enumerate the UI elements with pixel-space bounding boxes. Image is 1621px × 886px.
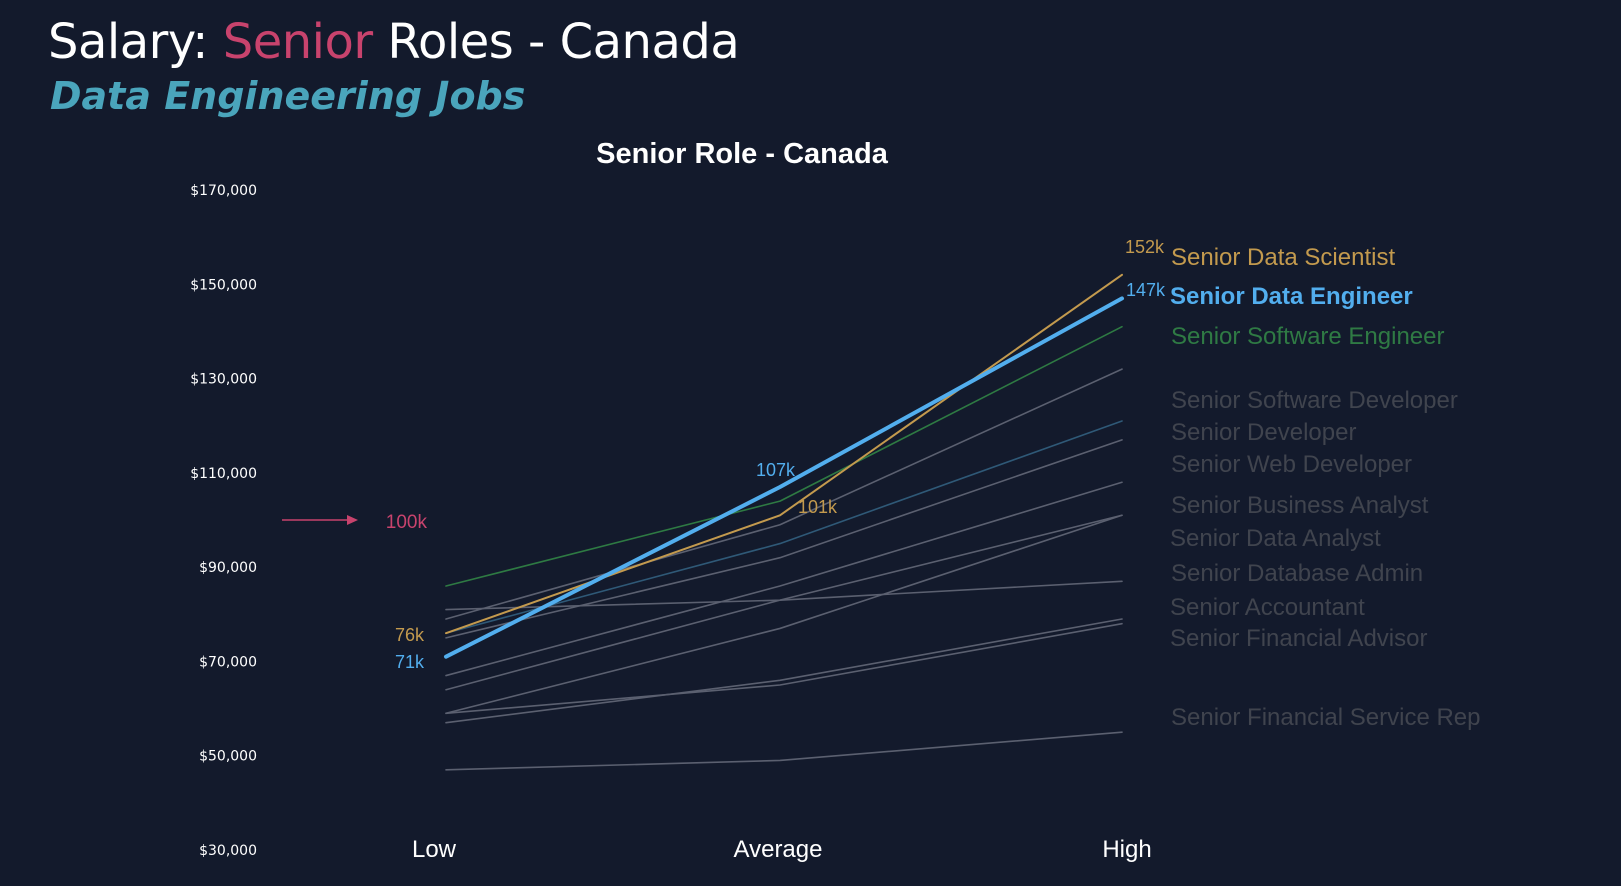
- data-label-1-2: 147k: [1126, 280, 1166, 300]
- series-line-12: [445, 731, 1123, 771]
- x-tick-label-high: High: [1102, 836, 1151, 863]
- y-tick-label-3: $110,000: [190, 466, 257, 482]
- series-label-10: Senior Financial Advisor: [1170, 625, 1427, 652]
- y-tick-label-4: $90,000: [199, 560, 257, 576]
- data-label-0-1: 101k: [798, 497, 838, 517]
- series-line-11: [445, 622, 1123, 715]
- y-tick-label-6: $50,000: [199, 749, 257, 765]
- y-tick-label-5: $70,000: [199, 654, 257, 670]
- title-highlight: Senior: [222, 14, 373, 70]
- series-line-8: [445, 514, 1123, 715]
- series-label-2: Senior Software Engineer: [1171, 323, 1445, 350]
- subtitle: Data Engineering Jobs: [50, 74, 526, 118]
- chart-title: Senior Role - Canada: [596, 138, 888, 170]
- series-line-3: [445, 368, 1123, 620]
- series-label-4: Senior Developer: [1171, 419, 1356, 446]
- threshold-arrow-head: [347, 515, 358, 525]
- series-label-9: Senior Accountant: [1170, 594, 1365, 621]
- x-tick-label-low: Low: [412, 836, 457, 863]
- series-label-7: Senior Data Analyst: [1170, 525, 1381, 552]
- series-label-1: Senior Data Engineer: [1170, 283, 1413, 310]
- series-line-10: [445, 618, 1123, 724]
- series-line-1: [444, 296, 1124, 659]
- y-tick-label-2: $130,000: [190, 372, 257, 388]
- y-tick-label-1: $150,000: [190, 277, 257, 293]
- series-line-2: [445, 325, 1123, 587]
- series-label-12: Senior Financial Service Rep: [1171, 704, 1480, 731]
- series-line-6: [445, 481, 1123, 677]
- title-prefix: Salary:: [48, 14, 223, 70]
- data-label-0-0: 76k: [395, 625, 425, 645]
- series-label-5: Senior Web Developer: [1171, 451, 1412, 478]
- y-tick-label-7: $30,000: [199, 843, 257, 859]
- y-tick-label-0: $170,000: [190, 183, 257, 199]
- title-suffix: Roles - Canada: [372, 14, 740, 70]
- threshold-label: 100k: [386, 512, 428, 533]
- series-label-8: Senior Database Admin: [1171, 560, 1423, 587]
- series-line-9: [445, 580, 1123, 611]
- data-label-0-2: 152k: [1125, 237, 1165, 257]
- data-label-1-0: 71k: [395, 652, 425, 672]
- series-line-4: [445, 420, 1123, 634]
- series-label-3: Senior Software Developer: [1171, 387, 1458, 414]
- series-line-5: [445, 439, 1123, 639]
- series-line-0: [445, 273, 1123, 635]
- series-label-0: Senior Data Scientist: [1171, 244, 1395, 271]
- data-label-1-1: 107k: [756, 460, 796, 480]
- series-label-6: Senior Business Analyst: [1171, 492, 1429, 519]
- x-tick-label-average: Average: [734, 836, 823, 863]
- main-title: Salary: Senior Roles - Canada: [48, 14, 740, 70]
